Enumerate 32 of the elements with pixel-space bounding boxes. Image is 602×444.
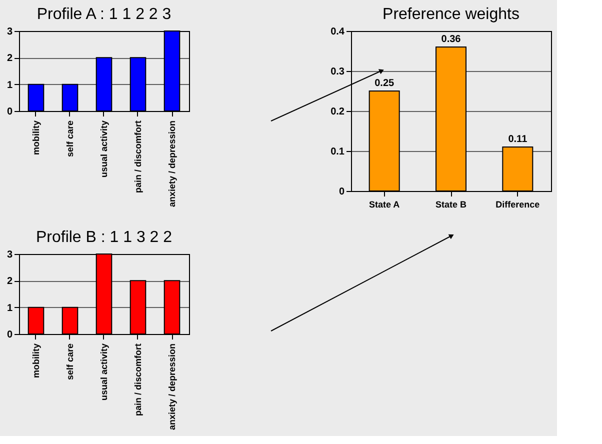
x-tick-label: pain / discomfort bbox=[133, 344, 143, 416]
x-tick-label: anxiety / depression bbox=[167, 120, 177, 208]
y-tick-label: 0 bbox=[6, 106, 13, 118]
y-tick-label: 0.4 bbox=[330, 26, 345, 38]
x-tick-label: Difference bbox=[496, 200, 540, 210]
x-tick-label: anxiety / depression bbox=[167, 344, 177, 430]
y-tick-label: 0.2 bbox=[330, 106, 345, 118]
x-tick-label: State B bbox=[435, 200, 467, 210]
x-tick-label: self care bbox=[65, 344, 75, 380]
y-tick-label: 1 bbox=[6, 302, 13, 314]
y-tick-label: 0 bbox=[338, 186, 345, 198]
y-tick-label: 0.3 bbox=[330, 66, 345, 78]
chart-title: Preference weights bbox=[382, 6, 520, 23]
data-label: 0.11 bbox=[508, 134, 528, 145]
data-label: 0.25 bbox=[374, 78, 394, 89]
x-tick-label: usual activity bbox=[99, 344, 109, 401]
y-tick-label: 3 bbox=[6, 26, 13, 38]
x-tick-label: self care bbox=[65, 120, 75, 158]
y-tick-label: 3 bbox=[6, 250, 13, 260]
y-tick-label: 2 bbox=[6, 276, 13, 288]
x-tick-label: pain / discomfort bbox=[133, 120, 143, 194]
x-tick-label: mobility bbox=[31, 120, 41, 156]
x-tick-label: usual activity bbox=[99, 120, 109, 178]
data-label: 0.36 bbox=[441, 34, 462, 45]
x-tick-label: State A bbox=[368, 200, 400, 210]
chart-title: Profile A : 1 1 2 2 3 bbox=[36, 6, 172, 23]
x-tick-label: mobility bbox=[31, 344, 41, 378]
y-tick-label: 0.1 bbox=[330, 146, 345, 158]
chart-title: Profile B : 1 1 3 2 2 bbox=[36, 229, 172, 246]
y-tick-label: 2 bbox=[6, 53, 13, 64]
y-tick-label: 0 bbox=[6, 330, 13, 340]
y-tick-label: 1 bbox=[6, 80, 13, 91]
